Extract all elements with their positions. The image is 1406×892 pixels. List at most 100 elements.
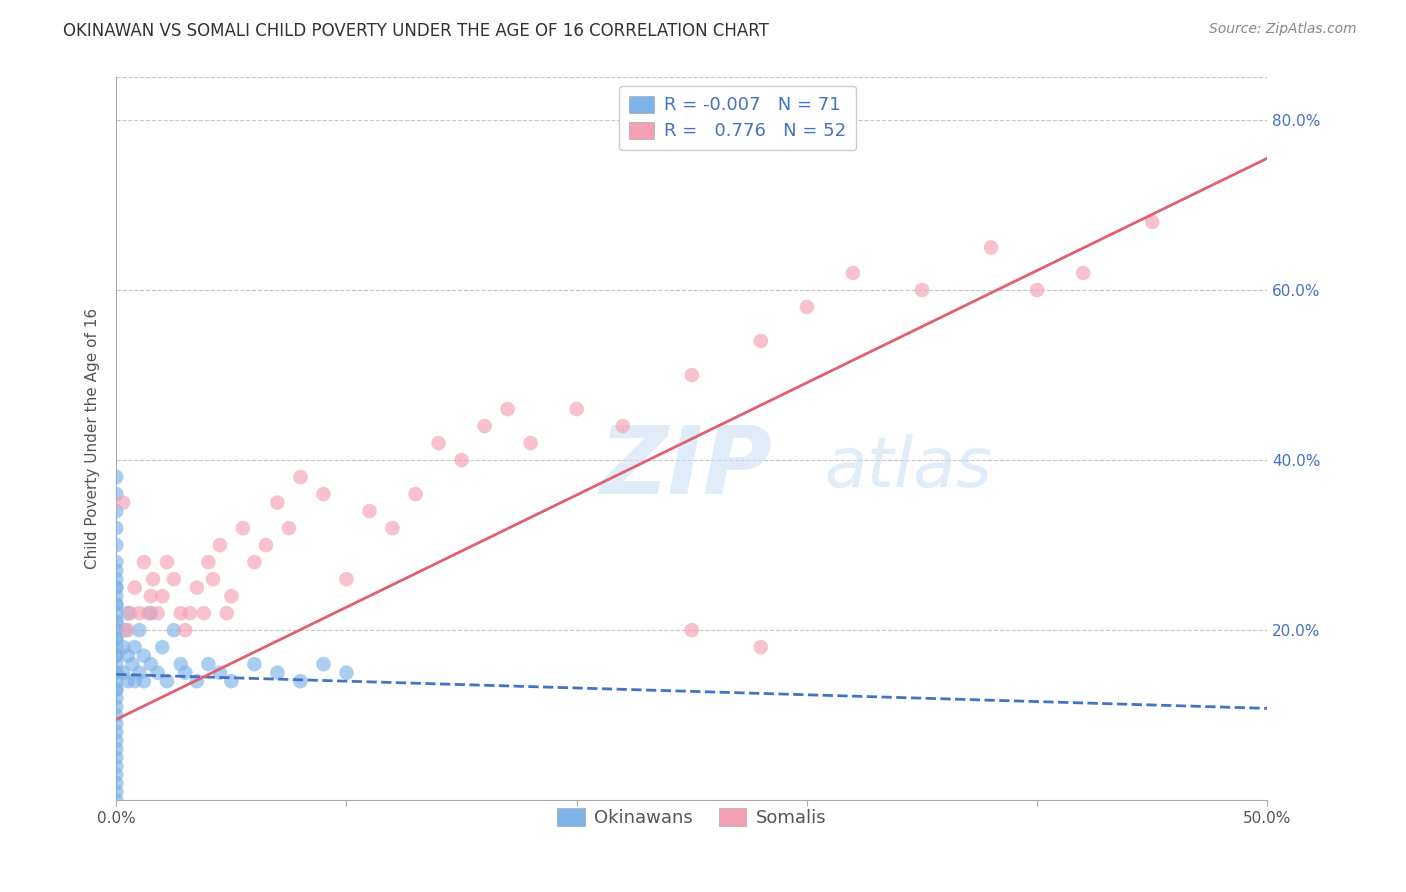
Point (359, 504, 381, 518)
Point (565, 402, 588, 417)
Point (117, 623, 139, 637)
Point (290, 470, 312, 484)
Point (105, 665, 128, 680)
Point (128, 665, 150, 680)
Y-axis label: Child Poverty Under the Age of 16: Child Poverty Under the Age of 16 (86, 309, 100, 569)
Point (197, 657, 219, 672)
Point (197, 555, 219, 569)
Point (105, 487, 128, 501)
Point (1026, 283, 1049, 297)
Point (312, 657, 335, 672)
Point (105, 716, 128, 731)
Point (208, 538, 231, 552)
Point (105, 699, 128, 714)
Point (124, 581, 146, 595)
Point (254, 538, 277, 552)
Point (132, 674, 155, 689)
Point (749, 640, 772, 655)
Point (112, 665, 135, 680)
Point (186, 581, 208, 595)
Point (105, 768, 128, 782)
Point (105, 632, 128, 646)
Point (381, 521, 404, 535)
Point (105, 606, 128, 620)
Point (105, 742, 128, 756)
Text: Source: ZipAtlas.com: Source: ZipAtlas.com (1209, 22, 1357, 37)
Point (124, 640, 146, 655)
Point (105, 598, 128, 612)
Point (193, 606, 215, 620)
Point (128, 623, 150, 637)
Point (139, 606, 162, 620)
Point (105, 657, 128, 672)
Point (215, 606, 238, 620)
Point (105, 708, 128, 723)
Point (519, 436, 541, 450)
Point (796, 300, 818, 314)
Point (139, 589, 162, 603)
Point (138, 606, 160, 620)
Point (232, 521, 254, 535)
Point (980, 240, 1002, 254)
Point (156, 674, 179, 689)
Point (911, 283, 934, 297)
Point (170, 606, 193, 620)
Point (174, 623, 197, 637)
Point (146, 606, 169, 620)
Point (335, 572, 357, 586)
Point (105, 682, 128, 697)
Point (105, 623, 128, 637)
Point (290, 674, 312, 689)
Point (105, 521, 128, 535)
Point (243, 657, 266, 672)
Point (150, 589, 173, 603)
Point (105, 572, 128, 586)
Point (105, 640, 128, 655)
Point (221, 589, 243, 603)
Point (105, 504, 128, 518)
Point (681, 368, 703, 382)
Point (105, 632, 128, 646)
Point (132, 555, 155, 569)
Point (612, 419, 634, 434)
Point (1071, 266, 1094, 280)
Point (496, 402, 519, 417)
Point (405, 487, 427, 501)
Point (170, 657, 193, 672)
Point (105, 589, 128, 603)
Point (105, 581, 128, 595)
Text: ZIP: ZIP (600, 422, 772, 514)
Point (128, 606, 150, 620)
Point (105, 733, 128, 747)
Point (105, 648, 128, 663)
Point (105, 776, 128, 790)
Point (842, 266, 865, 280)
Point (105, 691, 128, 706)
Point (105, 674, 128, 689)
Point (105, 564, 128, 578)
Point (105, 648, 128, 663)
Point (266, 495, 288, 509)
Point (117, 674, 139, 689)
Point (221, 674, 243, 689)
Point (120, 606, 142, 620)
Point (105, 615, 128, 629)
Point (1142, 215, 1164, 229)
Point (201, 572, 224, 586)
Point (105, 581, 128, 595)
Point (105, 555, 128, 569)
Point (156, 555, 179, 569)
Point (335, 665, 357, 680)
Point (749, 334, 772, 348)
Point (112, 640, 135, 655)
Point (124, 674, 146, 689)
Point (243, 555, 266, 569)
Point (114, 623, 136, 637)
Point (150, 640, 173, 655)
Point (142, 572, 165, 586)
Point (105, 759, 128, 773)
Point (427, 436, 450, 450)
Point (312, 487, 335, 501)
Point (174, 665, 197, 680)
Legend: Okinawans, Somalis: Okinawans, Somalis (550, 801, 834, 835)
